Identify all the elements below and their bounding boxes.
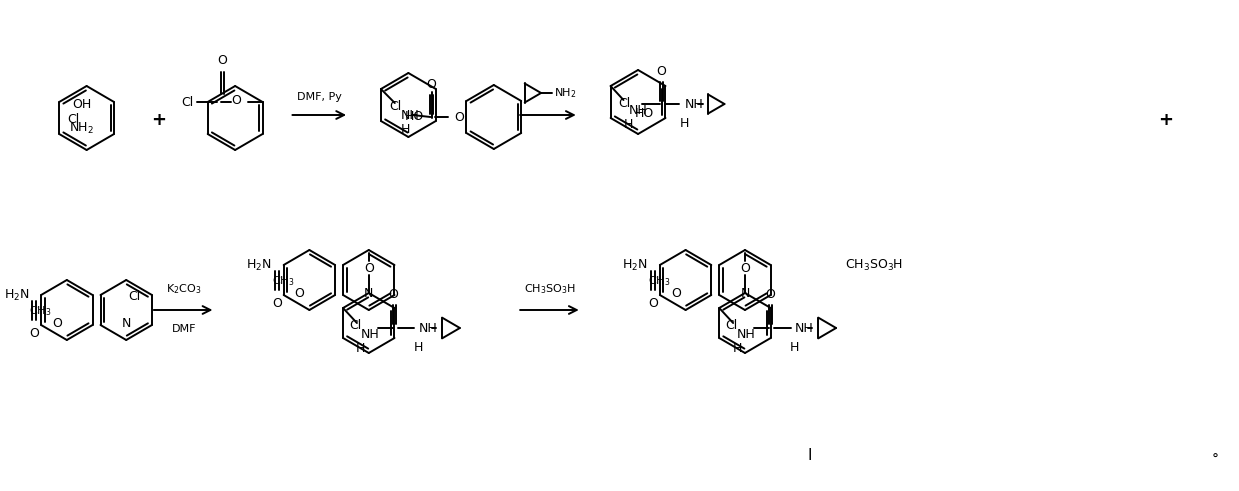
Text: O: O: [217, 54, 227, 67]
Text: NH: NH: [419, 322, 437, 334]
Text: Cl: Cl: [618, 97, 631, 110]
Text: H: H: [789, 341, 799, 354]
Text: O: O: [426, 78, 436, 91]
Text: Cl: Cl: [181, 96, 193, 109]
Text: CH$_3$SO$_3$H: CH$_3$SO$_3$H: [845, 257, 903, 273]
Text: NH$_2$: NH$_2$: [554, 86, 576, 100]
Text: O: O: [230, 94, 240, 108]
Text: Cl: Cl: [725, 319, 737, 332]
Text: O: O: [30, 327, 40, 340]
Text: O: O: [295, 287, 305, 300]
Text: NH: NH: [400, 109, 420, 122]
Text: H: H: [414, 341, 422, 354]
Text: O: O: [740, 262, 750, 274]
Text: O: O: [52, 317, 62, 330]
Text: Cl: Cl: [389, 100, 401, 113]
Text: NH: NH: [794, 322, 813, 334]
Text: O: O: [764, 288, 774, 301]
Text: NH: NH: [737, 328, 756, 341]
Text: H$_2$N: H$_2$N: [622, 257, 648, 273]
Text: DMF, Py: DMF, Py: [297, 92, 342, 102]
Text: NH: NH: [685, 98, 704, 110]
Text: CH$_3$: CH$_3$: [648, 274, 670, 288]
Text: H: H: [680, 117, 690, 130]
Text: N: N: [740, 287, 750, 300]
Text: HO: HO: [634, 107, 654, 119]
Text: N: N: [364, 287, 373, 300]
Text: CH$_3$: CH$_3$: [30, 304, 52, 318]
Text: K$_2$CO$_3$: K$_2$CO$_3$: [166, 282, 202, 296]
Text: +: +: [151, 111, 166, 129]
Text: NH: NH: [361, 328, 379, 341]
Text: O: O: [648, 297, 658, 310]
Text: DMF: DMF: [171, 324, 196, 334]
Text: I: I: [807, 447, 812, 463]
Text: +: +: [1158, 111, 1173, 129]
Text: H$_2$N: H$_2$N: [4, 287, 30, 302]
Text: NH: NH: [628, 104, 647, 117]
Text: O: O: [657, 65, 667, 78]
Text: O: O: [455, 110, 465, 124]
Text: HO: HO: [405, 109, 424, 122]
Text: H: H: [732, 342, 742, 355]
Text: OH: OH: [72, 98, 92, 111]
Text: H$_2$N: H$_2$N: [247, 257, 271, 273]
Text: Cl: Cl: [128, 290, 140, 303]
Text: H: H: [623, 118, 633, 131]
Text: H: H: [356, 342, 366, 355]
Text: NH$_2$: NH$_2$: [69, 121, 94, 136]
Text: Cl: Cl: [67, 113, 79, 126]
Text: CH$_3$SO$_3$H: CH$_3$SO$_3$H: [524, 282, 576, 296]
Text: O: O: [389, 288, 399, 301]
Text: Cl: Cl: [349, 319, 362, 332]
Text: O: O: [670, 287, 680, 300]
Text: °: °: [1212, 453, 1219, 467]
Text: O: O: [364, 262, 374, 274]
Text: H: H: [400, 123, 410, 136]
Text: N: N: [121, 317, 131, 330]
Text: O: O: [271, 297, 281, 310]
Text: CH$_3$: CH$_3$: [273, 274, 295, 288]
